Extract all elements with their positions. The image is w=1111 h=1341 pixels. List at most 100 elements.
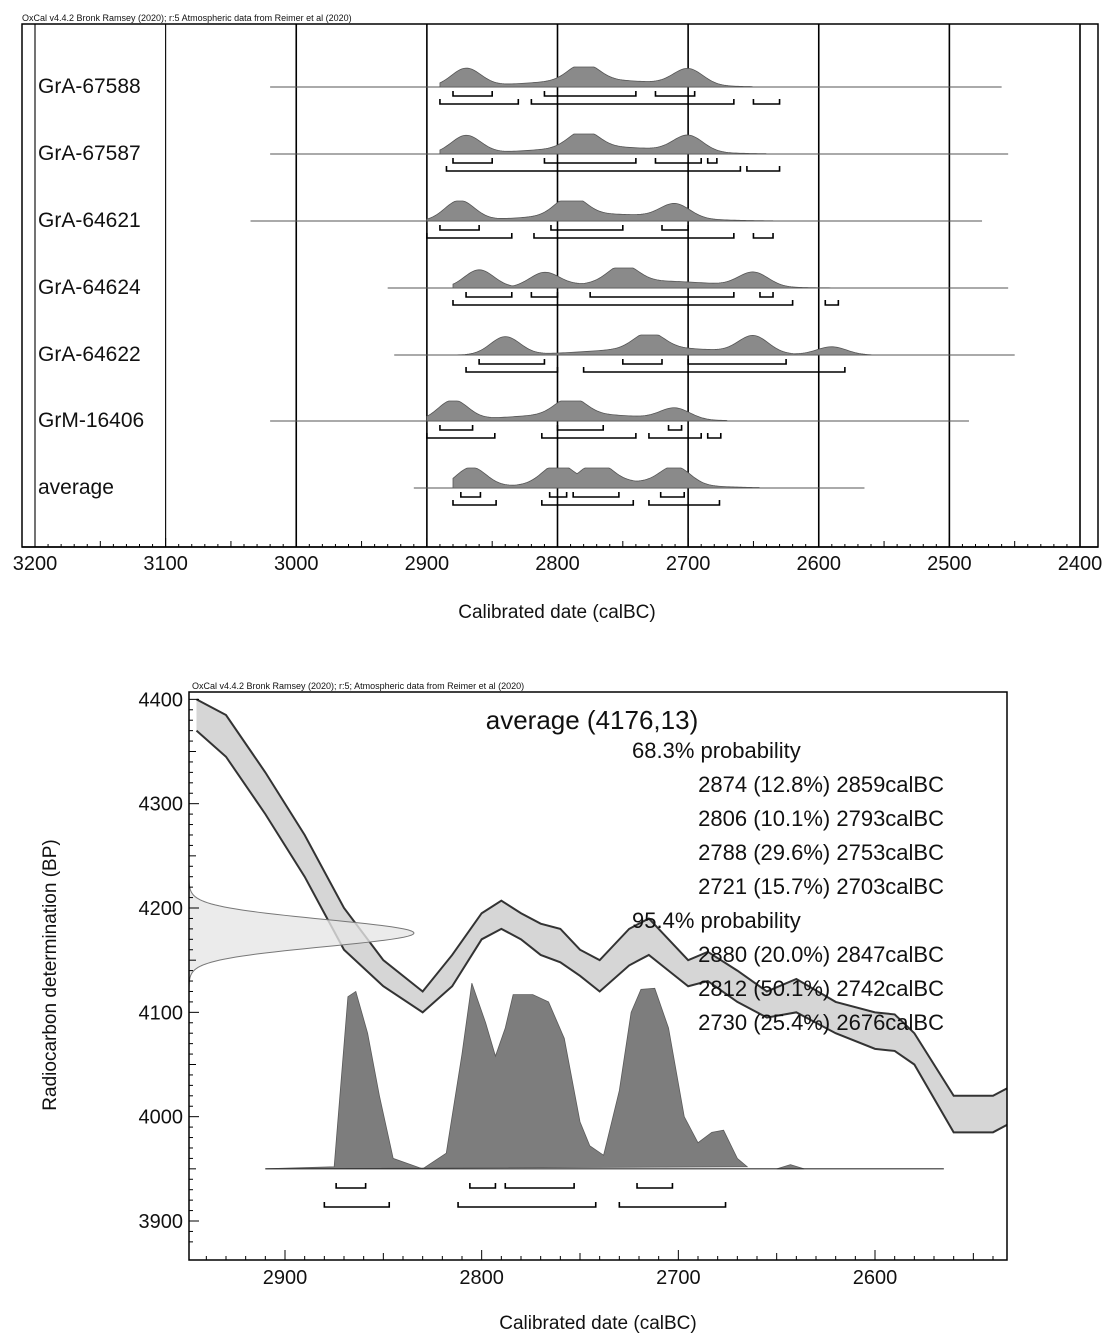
top-tick-label-7: 2500 <box>927 553 972 575</box>
bottom-title: average (4176,13) <box>486 705 698 735</box>
posterior-tail-bump <box>776 1164 805 1170</box>
bottom-ticks: 2900 2800 2700 2600 4400 4300 4200 4100 4000 3900 <box>139 689 994 1289</box>
top-series-label-2: GrA-64621 <box>38 209 141 232</box>
top-range95-2-1 <box>533 233 735 239</box>
top-range68-4-2 <box>687 359 787 365</box>
bottom-y-axis-title: Radiocarbon determination (BP) <box>40 839 61 1110</box>
top-range95-6-2 <box>648 500 721 506</box>
top-series-GrA-64622: GrA-64622 <box>38 334 1015 373</box>
bottom-xtick-label-2: 2700 <box>656 1267 701 1289</box>
bottom-range68-0 <box>335 1183 367 1189</box>
top-tick-label-6: 2600 <box>797 553 842 575</box>
top-density-1 <box>439 133 767 155</box>
bottom-ytick-label-1: 4300 <box>139 794 184 816</box>
top-tick-label-1: 3100 <box>143 553 188 575</box>
top-range95-2-2 <box>752 233 774 239</box>
top-range95-6-0 <box>452 500 497 506</box>
top-density-4 <box>452 334 872 356</box>
top-range68-3-0 <box>465 292 513 298</box>
prob68-entry-3: 2721 (15.7%) 2703calBC <box>698 874 944 899</box>
top-range95-0-0 <box>439 99 520 105</box>
calibration-curve-upper <box>196 698 1007 1097</box>
top-range95-2-0 <box>426 233 513 239</box>
top-series: GrA-67588 GrA-67587 GrA-64621 GrA-64624 GrA-… <box>38 66 1015 506</box>
prob68-entry-0: 2874 (12.8%) 2859calBC <box>698 772 944 797</box>
top-range95-4-1 <box>582 367 846 373</box>
calibration-curve-lower <box>195 729 1007 1134</box>
prob68-entry-2: 2788 (29.6%) 2753calBC <box>698 840 944 865</box>
top-series-GrA-67587: GrA-67587 <box>38 133 1009 172</box>
top-series-GrM-16406: GrM-16406 <box>38 400 969 439</box>
top-range68-6-1 <box>548 492 568 498</box>
top-range68-2-1 <box>550 225 624 231</box>
top-range68-0-1 <box>543 91 637 97</box>
top-range68-0-2 <box>654 91 696 97</box>
top-range68-1-0 <box>452 158 493 164</box>
top-range95-0-1 <box>530 99 735 105</box>
top-range68-4-1 <box>622 359 663 365</box>
top-range95-5-1 <box>541 433 637 439</box>
top-tick-label-4: 2800 <box>535 553 580 575</box>
posterior-density <box>265 982 749 1170</box>
bottom-ytick-label-0: 4400 <box>139 689 184 711</box>
top-range68-3-1 <box>530 292 559 298</box>
bottom-x-axis-title: Calibrated date (calBC) <box>499 1313 696 1334</box>
top-density-5 <box>426 400 729 422</box>
top-range68-2-2 <box>661 225 689 231</box>
top-series-average: average <box>38 467 865 506</box>
top-credit: OxCal v4.4.2 Bronk Ramsey (2020); r:5 At… <box>22 13 352 23</box>
top-series-GrA-64624: GrA-64624 <box>38 267 1009 306</box>
bottom-clipped-group <box>189 698 1007 1208</box>
bottom-plot-frame <box>188 691 1008 1261</box>
top-tick-label-5: 2700 <box>666 553 711 575</box>
top-series-label-3: GrA-64624 <box>38 276 141 299</box>
top-density-6 <box>452 467 761 489</box>
top-range68-3-2 <box>589 292 735 298</box>
bottom-ytick-label-2: 4200 <box>139 898 184 920</box>
top-series-GrA-64621: GrA-64621 <box>38 200 983 239</box>
top-density-0 <box>439 66 754 88</box>
top-range68-4-0 <box>478 359 546 365</box>
top-tick-label-3: 2900 <box>405 553 450 575</box>
top-range95-4-0 <box>465 367 559 373</box>
top-range68-5-1 <box>556 425 605 431</box>
top-series-label-5: GrM-16406 <box>38 409 144 432</box>
bottom-ytick-label-4: 4000 <box>139 1107 184 1129</box>
top-x-axis-title: Calibrated date (calBC) <box>458 602 655 623</box>
bottom-range95-1 <box>457 1202 597 1208</box>
top-range95-3-1 <box>824 300 840 306</box>
top-range68-1-1 <box>543 158 637 164</box>
top-range68-6-3 <box>659 492 686 498</box>
top-series-label-1: GrA-67587 <box>38 142 141 165</box>
calibration-curve-band <box>196 699 1007 1133</box>
bottom-credit: OxCal v4.4.2 Bronk Ramsey (2020); r:5; A… <box>192 681 524 691</box>
top-range68-1-2 <box>654 158 702 164</box>
top-x-ticks: 3200 3100 3000 2900 2800 2700 2600 2500 2400 <box>13 538 1103 575</box>
prob95-entry-2: 2730 (25.4%) 2676calBC <box>698 1010 944 1035</box>
top-range95-3-0 <box>452 300 794 306</box>
prob95-entry-0: 2880 (20.0%) 2847calBC <box>698 942 944 967</box>
top-tick-label-8: 2400 <box>1058 553 1103 575</box>
top-series-label-6: average <box>38 476 114 499</box>
bottom-range95-2 <box>618 1202 727 1208</box>
calibration-plot-chart: OxCal v4.4.2 Bronk Ramsey (2020); r:5; A… <box>40 681 1008 1334</box>
bottom-plot-area <box>189 698 1007 1208</box>
top-range68-1-3 <box>706 158 718 164</box>
top-range68-6-0 <box>460 492 482 498</box>
prob68-entry-1: 2806 (10.1%) 2793calBC <box>698 806 944 831</box>
top-range68-5-0 <box>439 425 474 431</box>
bottom-xtick-label-1: 2800 <box>459 1267 504 1289</box>
top-range95-5-0 <box>426 433 496 439</box>
top-range68-2-0 <box>439 225 480 231</box>
prob95-entry-1: 2812 (50.1%) 2742calBC <box>698 976 944 1001</box>
top-series-label-0: GrA-67588 <box>38 75 141 98</box>
bottom-range95-0 <box>323 1202 391 1208</box>
bottom-xtick-label-0: 2900 <box>263 1267 308 1289</box>
top-density-3 <box>452 267 852 289</box>
top-range95-1-0 <box>445 166 742 172</box>
top-density-2 <box>426 200 774 222</box>
prob68-label: 68.3% probability <box>632 738 801 763</box>
top-range95-5-2 <box>648 433 702 439</box>
top-range95-5-3 <box>706 433 722 439</box>
